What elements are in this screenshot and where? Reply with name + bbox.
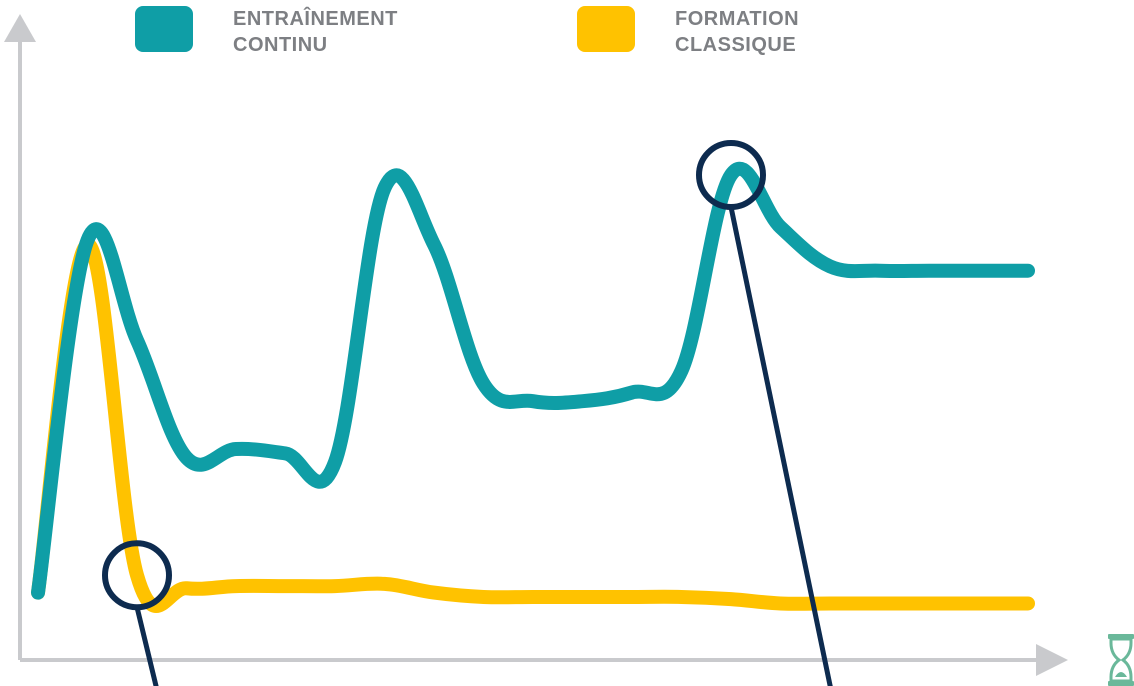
series-line-entrainement-continu (31, 161, 1035, 600)
legend-item-formation-classique: FORMATION CLASSIQUE (577, 6, 799, 58)
x-axis-arrow (1036, 644, 1068, 676)
annotation-marker-entrainement-continu (696, 140, 833, 686)
legend-label: ENTRAÎNEMENT CONTINU (233, 8, 398, 56)
marker-pointer (728, 206, 833, 686)
marker-pointer (134, 606, 159, 686)
legend-item-entrainement-continu: ENTRAÎNEMENT CONTINU (135, 6, 398, 58)
x-axis (20, 644, 1068, 676)
marker-circle (696, 140, 766, 210)
hourglass-icon (1108, 634, 1134, 686)
y-axis (4, 14, 36, 660)
legend-label: FORMATION CLASSIQUE (675, 8, 800, 56)
annotation-marker-formation-classique (102, 540, 172, 686)
marker-circle (102, 540, 172, 611)
series-line-formation-classique (31, 237, 1035, 613)
legend-swatch (577, 6, 635, 52)
legend-swatch (135, 6, 193, 52)
y-axis-arrow (4, 14, 36, 42)
